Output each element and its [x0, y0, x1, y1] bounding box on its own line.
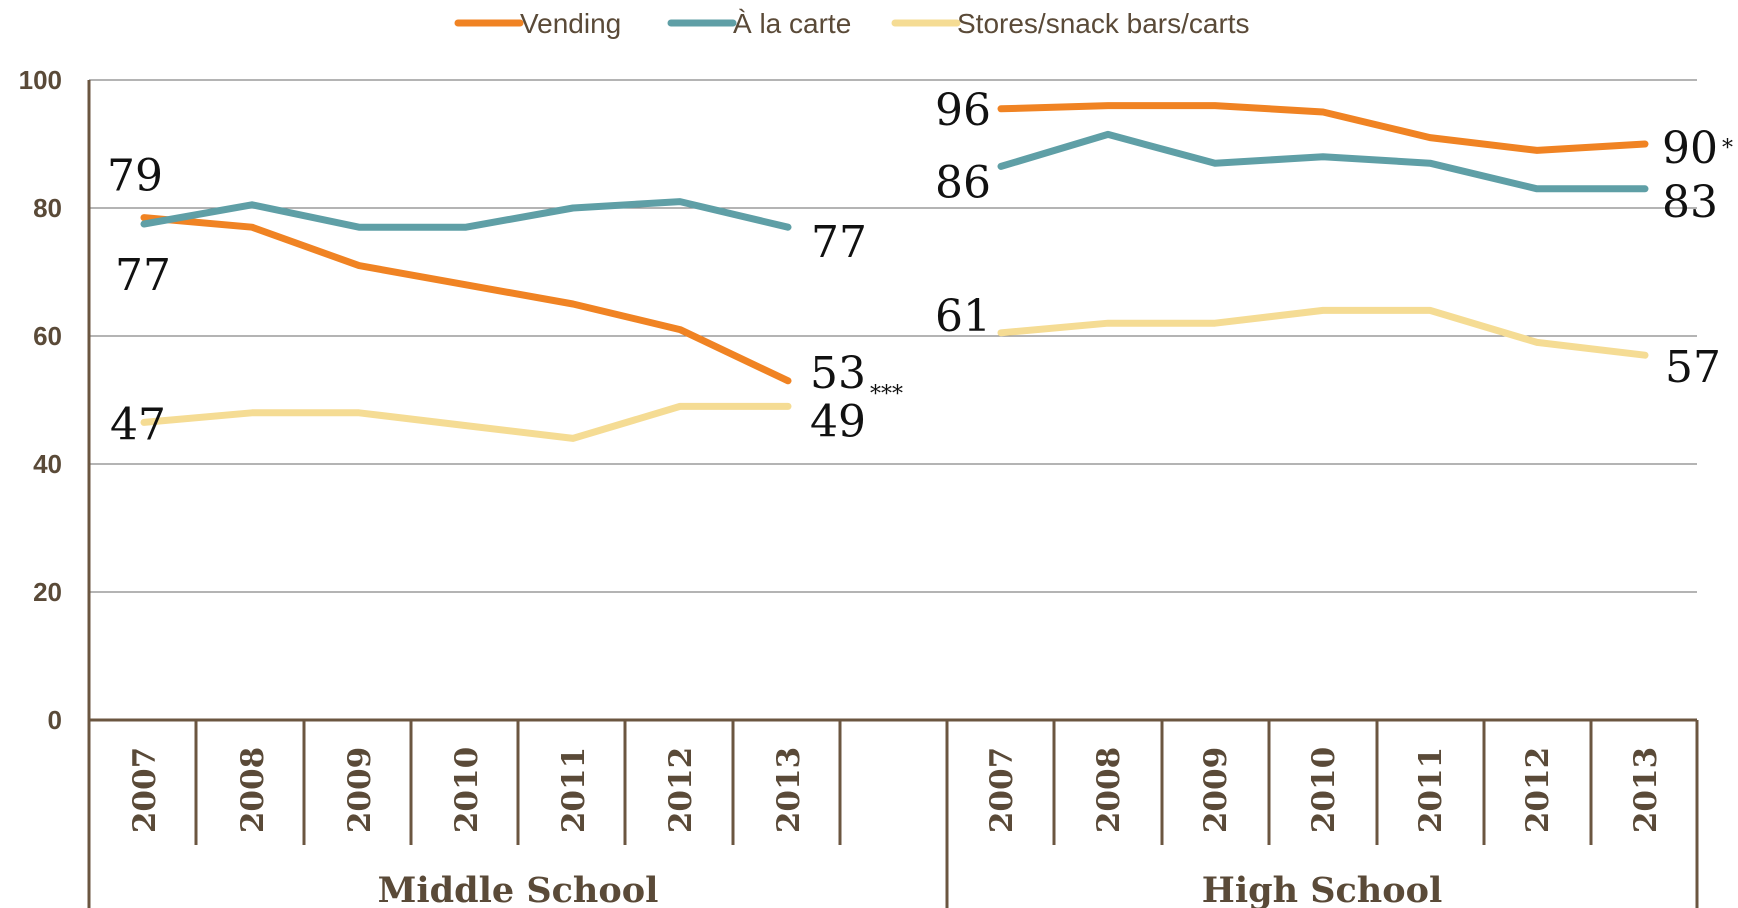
legend-label-stores-snack-bars-carts: Stores/snack bars/carts — [957, 8, 1250, 39]
data-label-high-school-stores-snack-bars-carts-2013: 57 — [1665, 342, 1721, 393]
x-axis-category-labels: 2007 2008 2009 2010 2011 2012 2013 Middle Schoo… — [127, 747, 1664, 908]
y-tick-label-0: 0 — [48, 705, 62, 735]
data-label-high-school-stores-snack-bars-carts-2007: 61 — [935, 291, 991, 342]
y-axis-tick-labels: 0 20 40 60 80 100 — [19, 65, 62, 735]
x-tick-label-high-school-2009: 2009 — [1198, 747, 1234, 833]
x-tick-label-high-school-2010: 2010 — [1306, 747, 1342, 833]
data-label-middle-school-stores-snack-bars-carts-2007: 47 — [110, 399, 166, 450]
y-tick-label-20: 20 — [33, 577, 62, 607]
series-line-high-school-vending — [997, 102, 1649, 154]
x-tick-label-middle-school-2009: 2009 — [342, 747, 378, 833]
legend-label-la-carte: À la carte — [733, 8, 851, 39]
group-label-middle-school: Middle School — [378, 870, 659, 908]
x-tick-label-middle-school-2007: 2007 — [127, 747, 163, 833]
gridlines — [89, 79, 1697, 593]
data-label-middle-school-vending-2007: 79 — [107, 151, 163, 202]
data-label-high-school-vending-2007: 96 — [935, 85, 991, 136]
data-label-high-school-vending-2013: 90 — [1662, 123, 1718, 174]
data-label-high-school-la-carte-2013: 83 — [1662, 177, 1718, 228]
data-label-middle-school-vending-2013: 53 — [810, 348, 866, 399]
x-tick-label-high-school-2013: 2013 — [1628, 747, 1664, 833]
series-lines — [140, 102, 1649, 442]
x-tick-label-middle-school-2012: 2012 — [663, 747, 699, 833]
y-tick-label-80: 80 — [33, 193, 62, 223]
series-line-middle-school-vending — [140, 214, 792, 385]
series-line-middle-school-la-carte — [140, 198, 792, 231]
series-line-high-school-la-carte — [997, 130, 1649, 193]
group-label-high-school: High School — [1202, 870, 1443, 908]
data-label-middle-school-la-carte-2007: 77 — [115, 250, 171, 301]
data-labels: 79 77 47 77 53 ***49 96 86 61 90 *83 57 — [107, 85, 1733, 451]
data-label-middle-school-stores-snack-bars-carts-2013: 49 — [810, 396, 866, 447]
y-tick-label-40: 40 — [33, 449, 62, 479]
axes — [87, 80, 1699, 908]
data-label-high-school-vending-2013-significance: * — [1722, 136, 1733, 161]
y-tick-label-100: 100 — [19, 65, 62, 95]
x-tick-label-high-school-2011: 2011 — [1413, 747, 1449, 833]
data-label-high-school-la-carte-2007: 86 — [935, 157, 991, 208]
x-tick-label-high-school-2008: 2008 — [1091, 747, 1127, 833]
y-tick-label-60: 60 — [33, 321, 62, 351]
data-label-middle-school-vending-2013-significance: *** — [870, 382, 903, 407]
legend: Vending À la carte Stores/snack bars/carts — [454, 8, 1250, 39]
legend-label-vending: Vending — [520, 8, 621, 39]
x-tick-label-high-school-2007: 2007 — [984, 747, 1020, 833]
series-line-middle-school-stores-snack-bars-carts — [140, 402, 792, 442]
x-tick-label-high-school-2012: 2012 — [1520, 747, 1556, 833]
series-line-high-school-stores-snack-bars-carts — [997, 306, 1649, 359]
x-tick-label-middle-school-2013: 2013 — [771, 747, 807, 833]
data-label-middle-school-la-carte-2013: 77 — [811, 217, 867, 268]
x-tick-label-middle-school-2011: 2011 — [556, 747, 592, 833]
x-tick-label-middle-school-2008: 2008 — [235, 747, 271, 833]
x-tick-label-middle-school-2010: 2010 — [449, 747, 485, 833]
